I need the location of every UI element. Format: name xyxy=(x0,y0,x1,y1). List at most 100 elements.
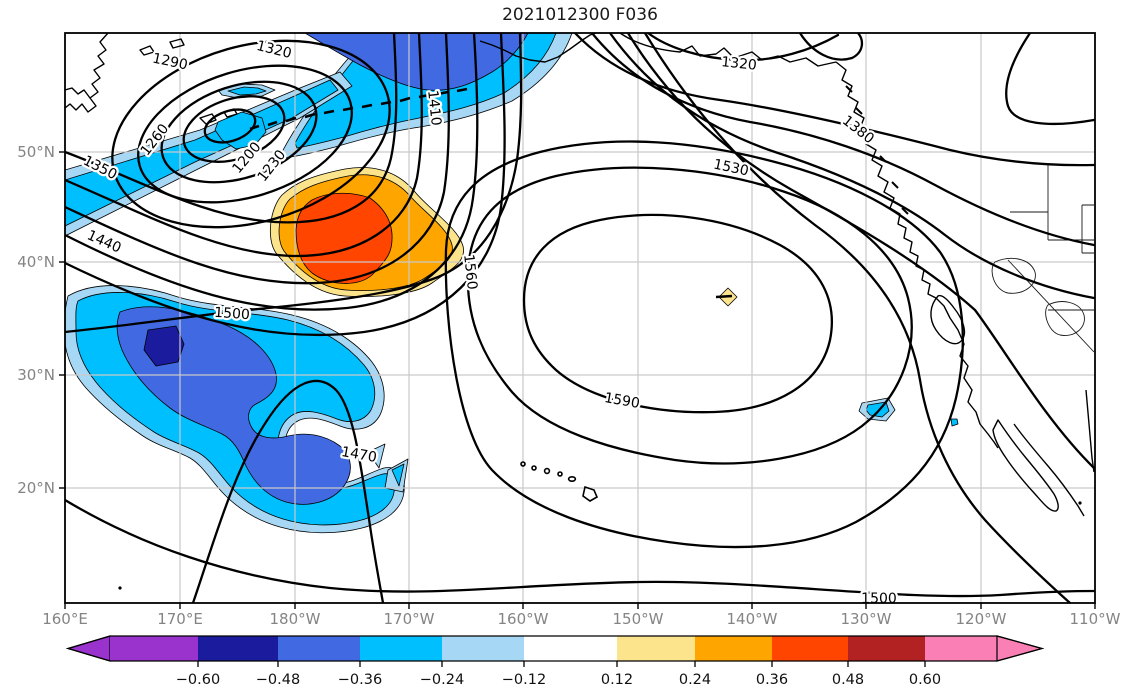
x-tick-label: 130°W xyxy=(841,610,892,628)
us-west-coast xyxy=(935,297,999,449)
kuril-island-1 xyxy=(139,45,155,56)
colorbar-tick-label: −0.60 xyxy=(176,672,220,688)
contour-1530-loop xyxy=(444,140,964,549)
y-tick-label: 40°N xyxy=(17,253,55,271)
contour-1440 xyxy=(65,33,479,311)
x-tick-label: 150°W xyxy=(613,610,664,628)
contour-1380 xyxy=(65,33,423,258)
commander-island-1 xyxy=(199,113,217,125)
contour-1500-west xyxy=(65,33,523,334)
anomaly-swblob-navy xyxy=(143,325,185,367)
colorbar-segment xyxy=(695,636,772,661)
contour-1590-loop xyxy=(522,213,834,414)
contour-1380-coast xyxy=(590,33,1095,247)
colorbar-tick-label: 0.24 xyxy=(679,672,711,688)
anomaly-bering-royal xyxy=(304,33,529,91)
mexico-mainland-coast xyxy=(1085,389,1095,473)
colorbar-segment xyxy=(925,636,997,661)
colorbar-tick-label: −0.36 xyxy=(338,672,382,688)
x-tick-label: 180°W xyxy=(270,610,321,628)
colorbar-tick-label: −0.12 xyxy=(502,672,546,688)
x-tick-label: 170°E xyxy=(157,610,203,628)
colorbar-ticks xyxy=(197,661,926,667)
contour-label: 1380 xyxy=(839,113,877,148)
contour-1260 xyxy=(160,80,318,184)
contour-1470-hairpin xyxy=(191,379,385,603)
colorbar-extend-low-arrow xyxy=(65,635,111,662)
colorbar-segment xyxy=(848,636,925,661)
anomaly-diamond-tick xyxy=(715,294,733,299)
anomaly-positive-red xyxy=(295,192,393,284)
contour-1320-coast-loop xyxy=(798,33,864,61)
hawaiian-islands xyxy=(520,461,599,502)
y-axis-labels: 50°N 40°N 30°N 20°N xyxy=(17,143,55,497)
contour-1410-coast xyxy=(608,33,1095,300)
colorbar-segment xyxy=(442,636,524,661)
y-tick-label: 20°N xyxy=(17,479,55,497)
axis-ticks xyxy=(59,151,1096,609)
contour-1470-coast xyxy=(643,33,1072,603)
x-tick-label: 110°W xyxy=(1070,610,1121,628)
colorbar-segment xyxy=(198,636,278,661)
contour-1560-loop xyxy=(466,166,913,465)
contour-1350-coast xyxy=(573,33,1095,167)
colorbar-tick-label: 0.60 xyxy=(909,672,941,688)
x-axis-labels: 160°E 170°E 180°W 170°W 160°W 150°W 140°… xyxy=(42,610,1120,628)
kamchatka-inner xyxy=(65,87,91,99)
colorbar-segment xyxy=(617,636,695,661)
colorbar-extend-high-arrow xyxy=(996,635,1045,662)
colorbar-segment xyxy=(360,636,442,661)
contour-1500-south xyxy=(65,498,1095,598)
contour-1350 xyxy=(65,33,398,224)
colorbar-segment xyxy=(524,636,617,661)
small-island-dot-sw xyxy=(118,586,122,590)
x-tick-label: 120°W xyxy=(956,610,1007,628)
colorbar-tick-label: 0.36 xyxy=(756,672,788,688)
contour-label: 1290 xyxy=(151,50,189,73)
anomaly-sliver-cyan xyxy=(227,86,267,96)
colorbar-tick-label: −0.24 xyxy=(420,672,464,688)
colorbar-outline xyxy=(65,635,1045,662)
alaska-peninsula-coast xyxy=(479,33,597,63)
contour-label: 1500 xyxy=(861,591,897,607)
kuril-island-2 xyxy=(169,38,185,49)
colorbar-tick-label: 0.48 xyxy=(832,672,864,688)
contour-1410 xyxy=(65,33,450,285)
contour-1230 xyxy=(182,95,286,163)
x-tick-label: 140°W xyxy=(727,610,778,628)
plot-title: 2021012300 F036 xyxy=(502,5,658,25)
plot-frame xyxy=(64,32,1096,604)
height-contours xyxy=(65,33,1095,603)
contour-1470-west xyxy=(65,33,506,337)
anomaly-shading xyxy=(65,33,959,534)
small-island-dot-se xyxy=(1078,501,1082,505)
contour-1440-coast xyxy=(626,33,1095,470)
kamchatka-coast xyxy=(65,33,109,113)
x-tick-label: 160°W xyxy=(498,610,549,628)
gulf-california-east-coast xyxy=(1013,423,1085,517)
anomaly-island-1 xyxy=(367,443,386,469)
contour-label: 1500 xyxy=(214,305,251,323)
colorbar-segment xyxy=(278,636,360,661)
colorbar-tick-label: 0.12 xyxy=(601,672,633,688)
x-tick-label: 170°W xyxy=(384,610,435,628)
contour-label: 1590 xyxy=(603,390,641,412)
contour-label: 1320 xyxy=(720,54,757,74)
anomaly-lowcenter-cyan xyxy=(214,111,267,150)
state-borders xyxy=(991,165,1095,353)
contour-1200 xyxy=(203,108,257,144)
colorbar-segment xyxy=(110,636,198,661)
colorbar-segment xyxy=(772,636,848,661)
baja-peninsula xyxy=(992,419,1059,512)
y-tick-label: 50°N xyxy=(17,143,55,161)
colorbar-tick-labels: −0.60 −0.48 −0.36 −0.24 −0.12 0.12 0.24 … xyxy=(176,672,941,688)
x-tick-label: 160°E xyxy=(42,610,88,628)
contour-ne-corner xyxy=(1005,33,1095,126)
y-tick-label: 30°N xyxy=(17,366,55,384)
colorbar: −0.60 −0.48 −0.36 −0.24 −0.12 0.12 0.24 … xyxy=(65,635,1045,688)
anomaly-speck xyxy=(950,418,959,427)
colorbar-tick-label: −0.48 xyxy=(256,672,300,688)
anomaly-island-2-cyan xyxy=(391,463,405,487)
